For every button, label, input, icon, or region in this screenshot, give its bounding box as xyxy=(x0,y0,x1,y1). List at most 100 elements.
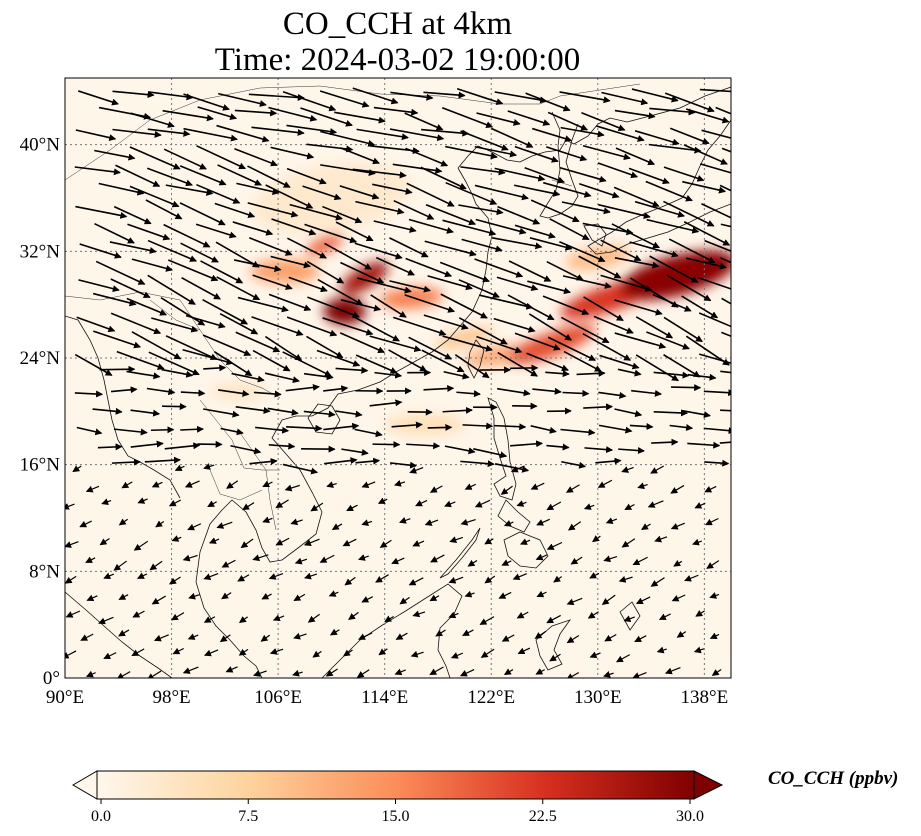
wind-arrow xyxy=(188,592,201,600)
longitude-tick-label: 138°E xyxy=(681,687,729,708)
wind-arrow xyxy=(76,426,103,436)
wind-arrow xyxy=(412,610,426,618)
wind-arrow xyxy=(634,130,680,146)
wind-arrow xyxy=(637,482,648,490)
wind-arrow xyxy=(635,596,651,605)
wind-arrow xyxy=(559,240,606,263)
wind-arrow xyxy=(546,501,562,511)
wind-arrow xyxy=(525,92,571,112)
wind-arrow xyxy=(361,519,373,526)
wind-arrow xyxy=(562,275,612,289)
wind-arrow xyxy=(378,648,388,656)
wind-arrow xyxy=(565,484,580,493)
coastline-east-asia xyxy=(195,86,731,678)
wind-arrow xyxy=(449,536,464,544)
wind-arrow xyxy=(329,628,340,636)
longitude-tick-label: 122°E xyxy=(467,687,515,708)
wind-arrow xyxy=(341,448,369,456)
wind-arrow xyxy=(307,296,360,318)
wind-arrow xyxy=(450,652,464,659)
wind-arrow xyxy=(207,500,217,508)
wind-arrow xyxy=(116,350,165,370)
wind-arrow xyxy=(507,110,551,126)
wind-arrow xyxy=(118,518,128,526)
wind-arrow xyxy=(226,480,239,489)
wind-arrow xyxy=(179,165,227,186)
wind-arrow xyxy=(476,112,521,126)
wind-arrow xyxy=(461,238,503,253)
wind-arrow xyxy=(235,405,271,414)
wind-arrow xyxy=(269,648,284,655)
wind-arrow xyxy=(99,538,110,546)
wind-arrow xyxy=(390,91,434,101)
wind-arrow xyxy=(720,257,731,264)
wind-arrow xyxy=(74,166,121,176)
wind-arrow xyxy=(216,521,233,529)
wind-arrow xyxy=(653,409,689,417)
wind-arrow xyxy=(444,445,476,455)
wind-arrow xyxy=(165,335,218,361)
longitude-tick-label: 90°E xyxy=(46,687,84,708)
wind-arrow xyxy=(237,574,250,582)
wind-arrow xyxy=(621,538,636,548)
wind-arrow xyxy=(168,499,182,507)
wind-arrow xyxy=(546,614,561,624)
wind-arrow xyxy=(86,594,98,602)
wind-arrow xyxy=(172,647,184,655)
wind-arrow xyxy=(323,385,349,393)
wind-arrow xyxy=(649,255,699,283)
wind-arrow xyxy=(182,349,234,366)
latitude-axis: 0° 8°N 16°N 24°N 32°N 40°N xyxy=(20,135,61,689)
wind-arrow xyxy=(720,409,731,412)
wind-arrow xyxy=(160,297,206,326)
wind-arrow xyxy=(252,274,293,290)
wind-arrow xyxy=(234,109,278,117)
wind-arrow xyxy=(624,503,635,511)
wind-arrow xyxy=(112,128,162,138)
latitude-tick-label: 0° xyxy=(43,668,60,689)
wind-arrow xyxy=(187,633,199,640)
coastline-borneo xyxy=(321,583,463,678)
wind-arrow xyxy=(272,614,285,622)
wind-arrow xyxy=(181,277,222,300)
wind-arrow xyxy=(645,180,693,202)
wind-arrow xyxy=(262,516,273,524)
wind-arrow xyxy=(681,409,711,419)
wind-arrow xyxy=(704,517,719,526)
wind-arrow xyxy=(268,106,318,122)
wind-arrow xyxy=(113,560,127,571)
wind-arrow xyxy=(408,577,424,586)
wind-arrow xyxy=(355,354,398,374)
wind-arrow xyxy=(132,610,145,618)
wind-arrow xyxy=(498,591,512,599)
wind-arrow xyxy=(611,223,661,249)
wind-arrow xyxy=(322,205,363,224)
wind-arrow xyxy=(248,93,305,101)
wind-arrow xyxy=(253,390,282,398)
wind-arrow xyxy=(542,295,590,316)
co-plume xyxy=(436,327,493,349)
wind-arrow xyxy=(286,316,338,337)
wind-arrow xyxy=(65,541,79,548)
wind-arrow xyxy=(442,335,493,352)
wind-arrow xyxy=(112,90,155,99)
wind-arrow xyxy=(604,634,617,642)
wind-arrow xyxy=(600,274,653,292)
wind-arrow xyxy=(214,202,256,219)
wind-arrow xyxy=(234,148,278,167)
wind-arrow xyxy=(80,633,94,641)
wind-arrow xyxy=(148,351,200,376)
wind-arrow xyxy=(65,650,77,659)
wind-arrow xyxy=(583,296,624,322)
wind-arrow xyxy=(389,461,418,469)
wind-arrow xyxy=(286,124,338,136)
wind-arrow xyxy=(598,203,651,219)
wind-arrow xyxy=(375,256,416,276)
wind-arrow xyxy=(694,502,706,509)
wind-arrow xyxy=(270,255,311,269)
wind-arrow xyxy=(85,670,96,678)
wind-arrow xyxy=(155,520,165,528)
wind-vectors xyxy=(65,87,731,678)
wind-arrow xyxy=(646,331,690,350)
wind-arrow xyxy=(460,460,495,468)
